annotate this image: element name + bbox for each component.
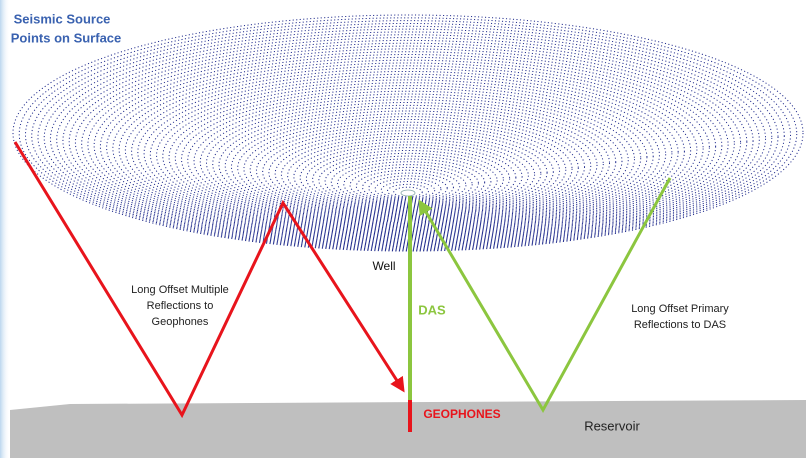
source-ring <box>318 152 498 209</box>
edge-shade <box>0 0 10 458</box>
source-ring <box>287 138 529 213</box>
source-ring <box>56 34 760 246</box>
source-ring <box>137 70 679 234</box>
multiple-label: Long Offset Multiple <box>131 284 229 296</box>
well-label: Well <box>372 259 395 273</box>
source-ring <box>12 14 804 252</box>
well-head <box>400 189 416 197</box>
source-ring <box>18 17 798 251</box>
source-ring <box>131 68 685 235</box>
source-ring <box>237 116 579 220</box>
primary-label: Reflections to DAS <box>634 319 726 331</box>
source-ring <box>106 56 710 239</box>
source-ring <box>168 85 648 230</box>
source-ring <box>305 147 511 210</box>
source-ring <box>374 178 442 201</box>
source-ring <box>162 82 654 231</box>
source-ring <box>24 20 792 250</box>
reservoir-label: Reservoir <box>584 418 640 433</box>
source-ring <box>143 73 673 233</box>
source-ring <box>262 127 554 217</box>
source-ring <box>243 118 573 219</box>
source-ring <box>274 133 542 215</box>
source-ring <box>149 76 667 232</box>
source-points <box>12 14 804 252</box>
source-ring <box>156 79 660 232</box>
source-ring <box>49 31 767 247</box>
source-ring <box>293 141 523 212</box>
source-ring <box>43 28 773 248</box>
source-ring <box>393 186 423 198</box>
source-ring <box>299 144 517 211</box>
title-line: Seismic Source <box>14 11 111 26</box>
source-ring <box>368 175 448 201</box>
source-ring <box>187 93 629 227</box>
das-label: DAS <box>418 302 446 317</box>
source-ring <box>31 22 785 249</box>
source-ring <box>380 181 436 200</box>
source-ring <box>124 65 692 236</box>
primary-label: Long Offset Primary <box>631 303 729 315</box>
title-line: Points on Surface <box>11 30 122 45</box>
multiple-label: Reflections to <box>147 300 214 312</box>
source-ring <box>387 183 429 199</box>
multiple-label: Geophones <box>152 316 209 328</box>
source-ring <box>280 135 536 214</box>
source-ring <box>112 59 704 238</box>
multiple-reflection-ray <box>13 141 405 419</box>
source-ring <box>255 124 561 217</box>
source-ring <box>174 87 642 229</box>
primary-reflection-ray <box>418 177 672 414</box>
source-ring <box>312 149 504 209</box>
source-ring <box>118 62 698 237</box>
source-ring <box>37 25 779 248</box>
source-ring <box>181 90 635 228</box>
geophones-label: GEOPHONES <box>423 407 500 421</box>
source-ring <box>249 121 567 218</box>
source-ring <box>268 130 548 216</box>
